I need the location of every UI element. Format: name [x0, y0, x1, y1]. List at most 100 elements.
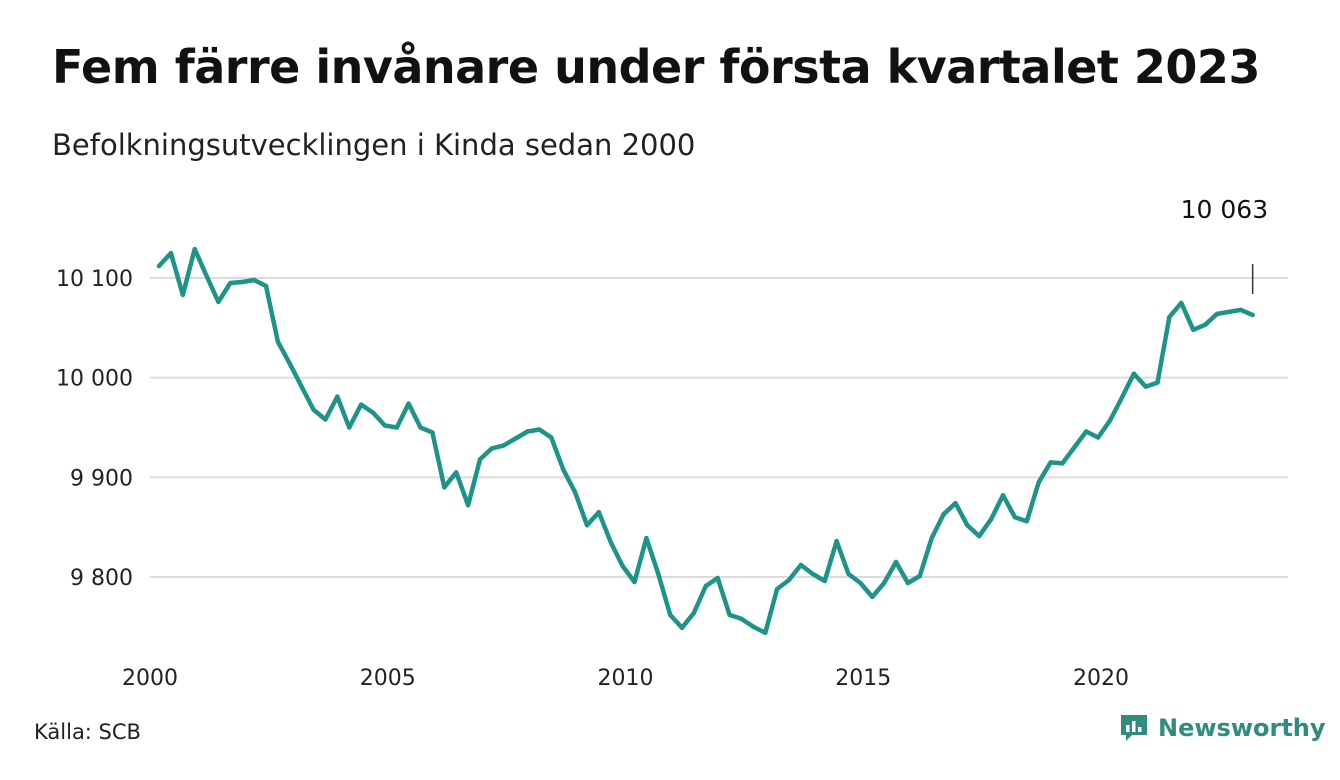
data-point: [192, 246, 197, 252]
data-point: [668, 612, 673, 618]
data-point: [477, 457, 483, 462]
data-point: [228, 280, 233, 286]
y-tick-label: 9 800: [70, 566, 133, 591]
data-point: [608, 539, 613, 545]
x-tick-label: 2020: [1073, 666, 1129, 691]
data-point: [1095, 435, 1101, 440]
brand-logo: Newsworthy: [1118, 712, 1326, 744]
data-point: [1143, 384, 1148, 389]
source-note: Källa: SCB: [34, 720, 141, 744]
data-point: [644, 535, 649, 541]
data-point: [263, 283, 269, 289]
data-point: [1167, 314, 1172, 320]
data-point: [442, 485, 447, 490]
data-point: [1191, 327, 1196, 332]
data-point: [1084, 429, 1089, 434]
x-tick-label: 2000: [122, 666, 178, 691]
data-point: [1048, 460, 1053, 465]
population-series-line: [156, 246, 1255, 636]
x-tick-label: 2005: [360, 666, 416, 691]
data-point: [786, 577, 792, 583]
data-point: [1226, 309, 1232, 315]
data-point: [1155, 380, 1160, 385]
data-point: [537, 427, 542, 432]
data-point: [834, 538, 839, 544]
data-point: [584, 523, 590, 528]
x-tick-label: 2010: [598, 666, 654, 691]
data-point: [1036, 480, 1041, 485]
data-point: [287, 361, 292, 366]
data-point: [240, 279, 245, 285]
y-tick-label: 10 000: [56, 367, 133, 392]
data-point: [216, 299, 221, 305]
data-point: [513, 436, 518, 441]
data-point: [489, 446, 494, 451]
data-point: [715, 575, 720, 581]
data-point: [525, 429, 530, 434]
data-point: [953, 501, 958, 506]
data-point: [275, 339, 281, 344]
data-point: [870, 594, 875, 600]
data-point: [1024, 519, 1030, 524]
data-point: [1250, 312, 1255, 318]
data-point: [168, 250, 174, 256]
data-point: [763, 630, 768, 635]
data-point: [335, 394, 340, 399]
data-point: [1107, 418, 1113, 423]
gridlines: [150, 277, 1288, 578]
data-point: [1202, 322, 1208, 327]
data-point: [774, 586, 780, 592]
data-point: [1072, 445, 1077, 450]
data-point: [1238, 307, 1244, 313]
data-point: [632, 579, 637, 585]
data-point: [739, 616, 744, 622]
data-point: [406, 401, 411, 406]
data-point: [572, 490, 578, 495]
data-point: [382, 423, 388, 428]
data-point: [917, 573, 922, 579]
data-point: [810, 571, 815, 577]
data-point: [691, 610, 697, 616]
data-point: [311, 407, 316, 412]
chart-title: Fem färre invånare under första kvartale…: [52, 40, 1260, 94]
data-point: [798, 562, 804, 568]
data-point: [846, 571, 851, 577]
x-tick-label: 2015: [835, 666, 891, 691]
data-point: [1119, 395, 1125, 400]
last-value-label: 10 063: [1181, 195, 1268, 224]
data-point: [656, 571, 661, 577]
y-tick-label: 10 100: [56, 267, 133, 292]
data-point: [893, 559, 899, 565]
data-point: [1131, 371, 1137, 376]
data-point: [454, 470, 459, 475]
data-point: [430, 430, 435, 435]
data-point: [751, 624, 756, 629]
data-point: [881, 580, 887, 586]
data-point: [418, 425, 423, 430]
data-point: [679, 625, 685, 630]
data-point: [251, 277, 257, 283]
data-point: [180, 292, 185, 298]
data-point: [1000, 493, 1006, 498]
data-point: [965, 523, 970, 528]
data-point: [156, 263, 162, 269]
newsworthy-chart-bubble-icon: [1121, 715, 1147, 741]
data-point: [1179, 300, 1184, 306]
data-point: [941, 512, 946, 517]
data-point: [501, 443, 506, 448]
data-point: [1214, 311, 1220, 317]
brand-name: Newsworthy: [1158, 714, 1326, 742]
data-point: [394, 425, 399, 430]
data-point: [347, 425, 352, 430]
data-point: [929, 535, 934, 541]
data-point: [561, 467, 566, 472]
data-point: [549, 435, 554, 440]
chart-subtitle: Befolkningsutvecklingen i Kinda sedan 20…: [52, 128, 696, 162]
data-point: [1060, 461, 1065, 466]
data-point: [204, 273, 209, 279]
annotations: 10 063: [1181, 195, 1268, 294]
data-point: [299, 384, 304, 389]
data-point: [977, 533, 982, 539]
data-point: [596, 510, 601, 515]
